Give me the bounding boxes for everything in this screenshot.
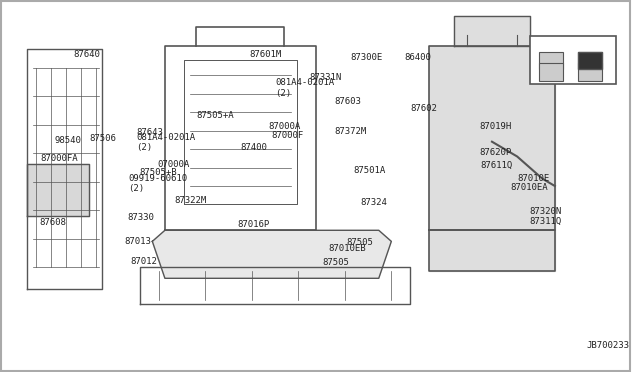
Polygon shape <box>429 230 555 271</box>
Text: 98540: 98540 <box>55 136 82 145</box>
Text: 86400: 86400 <box>404 53 431 62</box>
Text: 87322M: 87322M <box>174 196 207 205</box>
Polygon shape <box>454 16 530 46</box>
Text: 87010EA: 87010EA <box>511 183 548 192</box>
Text: 87330: 87330 <box>127 213 154 222</box>
Text: 87611Q: 87611Q <box>481 161 513 170</box>
Polygon shape <box>429 46 555 230</box>
Bar <box>577 52 602 69</box>
Text: 081A4-0201A
(2): 081A4-0201A (2) <box>275 78 334 98</box>
Bar <box>577 52 602 69</box>
Text: 87506: 87506 <box>90 134 116 142</box>
Text: 87013: 87013 <box>124 237 151 246</box>
Text: 87372M: 87372M <box>335 127 367 136</box>
Text: 87501A: 87501A <box>353 166 386 174</box>
Text: 87320N: 87320N <box>530 207 562 217</box>
Text: JB700233: JB700233 <box>586 341 629 350</box>
Text: 87016P: 87016P <box>237 220 269 229</box>
Bar <box>539 52 563 69</box>
Text: 87602: 87602 <box>410 104 437 113</box>
Text: 87643: 87643 <box>136 128 163 137</box>
Text: 87331N: 87331N <box>310 73 342 81</box>
Text: 87010E: 87010E <box>517 174 549 183</box>
Bar <box>529 35 616 84</box>
Text: 87505+B: 87505+B <box>140 168 177 177</box>
Text: 87324: 87324 <box>360 198 387 207</box>
Text: 87400: 87400 <box>241 143 268 152</box>
Text: 87010EB: 87010EB <box>328 244 366 253</box>
Text: 87601M: 87601M <box>250 51 282 60</box>
Text: 87000FA: 87000FA <box>40 154 78 163</box>
Text: 87505: 87505 <box>346 238 373 247</box>
Text: 87019H: 87019H <box>479 122 511 131</box>
Polygon shape <box>152 230 391 278</box>
Text: 87640: 87640 <box>74 51 100 60</box>
Polygon shape <box>26 164 90 215</box>
Text: 09919-60610
(2): 09919-60610 (2) <box>129 174 188 193</box>
Text: 87311Q: 87311Q <box>530 217 562 225</box>
Text: 081A4-0201A
(2): 081A4-0201A (2) <box>136 133 196 152</box>
Text: 87620P: 87620P <box>479 148 511 157</box>
Text: 87012: 87012 <box>131 257 157 266</box>
Text: 07000A: 07000A <box>157 160 189 169</box>
Text: 87300E: 87300E <box>351 53 383 62</box>
Text: 87000A: 87000A <box>269 122 301 131</box>
Bar <box>577 63 602 81</box>
Text: 87608: 87608 <box>39 218 66 227</box>
Text: 87505+A: 87505+A <box>196 111 234 121</box>
Text: 87000F: 87000F <box>272 131 304 140</box>
Bar <box>539 63 563 81</box>
Text: 87603: 87603 <box>335 97 362 106</box>
Text: 87505: 87505 <box>322 258 349 267</box>
